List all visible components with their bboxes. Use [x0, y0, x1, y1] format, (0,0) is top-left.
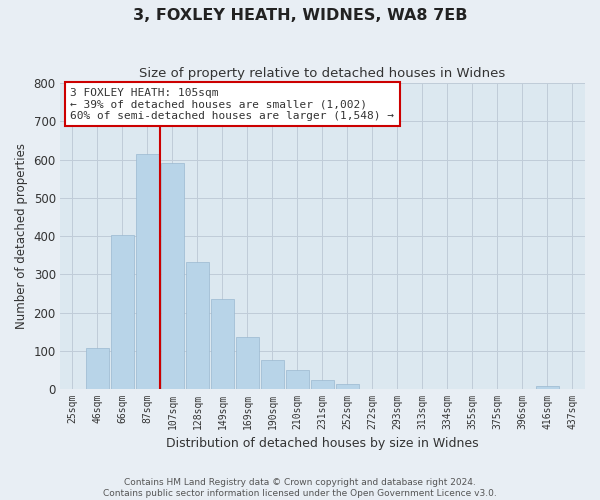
Text: 3, FOXLEY HEATH, WIDNES, WA8 7EB: 3, FOXLEY HEATH, WIDNES, WA8 7EB	[133, 8, 467, 22]
Bar	[185, 262, 209, 389]
X-axis label: Distribution of detached houses by size in Widnes: Distribution of detached houses by size …	[166, 437, 479, 450]
Text: 3 FOXLEY HEATH: 105sqm
← 39% of detached houses are smaller (1,002)
60% of semi-: 3 FOXLEY HEATH: 105sqm ← 39% of detached…	[70, 88, 394, 121]
Bar	[211, 299, 235, 389]
Y-axis label: Number of detached properties: Number of detached properties	[15, 143, 28, 329]
Bar	[136, 154, 160, 389]
Bar	[86, 348, 109, 389]
Bar	[110, 235, 134, 389]
Bar	[236, 337, 259, 389]
Bar	[311, 380, 334, 389]
Bar	[286, 370, 310, 389]
Bar	[536, 386, 559, 389]
Text: Contains HM Land Registry data © Crown copyright and database right 2024.
Contai: Contains HM Land Registry data © Crown c…	[103, 478, 497, 498]
Bar	[260, 360, 284, 389]
Title: Size of property relative to detached houses in Widnes: Size of property relative to detached ho…	[139, 68, 506, 80]
Bar	[335, 384, 359, 389]
Bar	[161, 164, 184, 389]
